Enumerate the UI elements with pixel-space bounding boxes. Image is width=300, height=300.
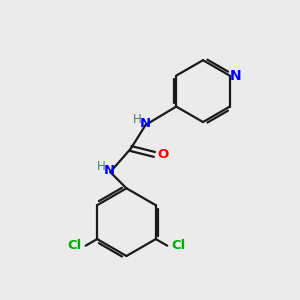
Text: N: N [104,164,115,177]
Text: N: N [140,117,151,130]
Text: O: O [157,148,168,161]
Text: N: N [229,69,241,83]
Text: H: H [97,160,106,173]
Text: Cl: Cl [67,239,82,252]
Text: Cl: Cl [171,239,186,252]
Text: H: H [132,113,141,126]
